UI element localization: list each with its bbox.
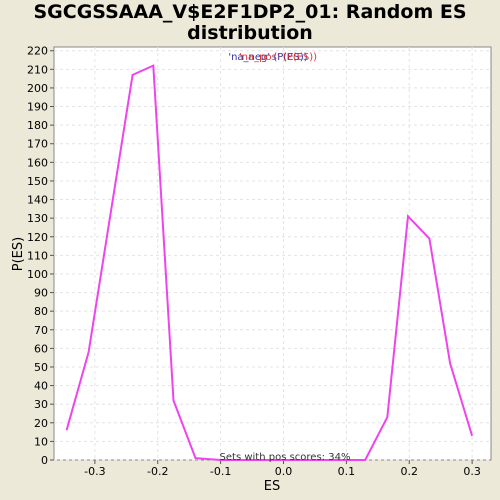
series-line <box>65 64 474 461</box>
y-tick-label: 30 <box>34 398 48 411</box>
legend: 'na_neg' (P(ES))'na_pos' (P(ES)) <box>228 52 317 63</box>
y-tick-label: 50 <box>34 361 48 374</box>
y-tick-label: 60 <box>34 342 48 355</box>
pos-score-annotation: Sets with pos scores: 34% <box>220 452 351 463</box>
y-tick-label: 130 <box>27 212 48 225</box>
x-tick-label: 0.1 <box>338 465 356 478</box>
y-tick-label: 120 <box>27 231 48 244</box>
y-tick-label: 140 <box>27 194 48 207</box>
legend-entry: 'na_neg' (P(ES)) <box>228 52 307 63</box>
chart-title: SGCGSSAAA_V$E2F1DP2_01: Random ES distri… <box>0 2 500 44</box>
y-tick-label: 110 <box>27 249 48 262</box>
y-tick-label: 180 <box>27 119 48 132</box>
legend-entry: 'na_pos' (P(ES)) <box>239 52 317 63</box>
y-tick-label: 190 <box>27 101 48 114</box>
y-tick-label: 80 <box>34 305 48 318</box>
y-tick-label: 100 <box>27 268 48 281</box>
plot-area <box>53 46 492 461</box>
x-tick-label: -0.1 <box>210 465 231 478</box>
x-axis-label: ES <box>264 479 280 494</box>
x-tick-label: -0.3 <box>84 465 105 478</box>
y-tick-label: 210 <box>27 63 48 76</box>
x-axis-ticks: -0.3 -0.2 -0.1 0.0 0.1 0.2 0.3 <box>84 460 481 478</box>
y-axis-ticks: 0 10 20 30 40 50 60 70 80 90 100 110 120 130 140 150 160… <box>27 45 54 467</box>
y-tick-label: 70 <box>34 324 48 337</box>
y-tick-label: 160 <box>27 156 48 169</box>
y-tick-label: 0 <box>41 454 48 467</box>
y-axis-label: P(ES) <box>11 237 26 271</box>
y-tick-label: 170 <box>27 138 48 151</box>
y-tick-label: 10 <box>34 435 48 448</box>
y-tick-label: 220 <box>27 45 48 58</box>
y-tick-label: 40 <box>34 380 48 393</box>
y-tick-label: 20 <box>34 417 48 430</box>
x-tick-label: -0.2 <box>147 465 168 478</box>
chart-title-line2: distribution <box>187 22 313 44</box>
x-tick-label: 0.0 <box>275 465 293 478</box>
y-tick-label: 150 <box>27 175 48 188</box>
y-tick-label: 200 <box>27 82 48 95</box>
x-tick-label: 0.3 <box>463 465 481 478</box>
x-tick-label: 0.2 <box>401 465 419 478</box>
chart-title-line1: SGCGSSAAA_V$E2F1DP2_01: Random ES <box>33 1 467 23</box>
y-tick-label: 90 <box>34 287 48 300</box>
series-lines <box>65 64 474 461</box>
grid-lines <box>54 47 491 461</box>
